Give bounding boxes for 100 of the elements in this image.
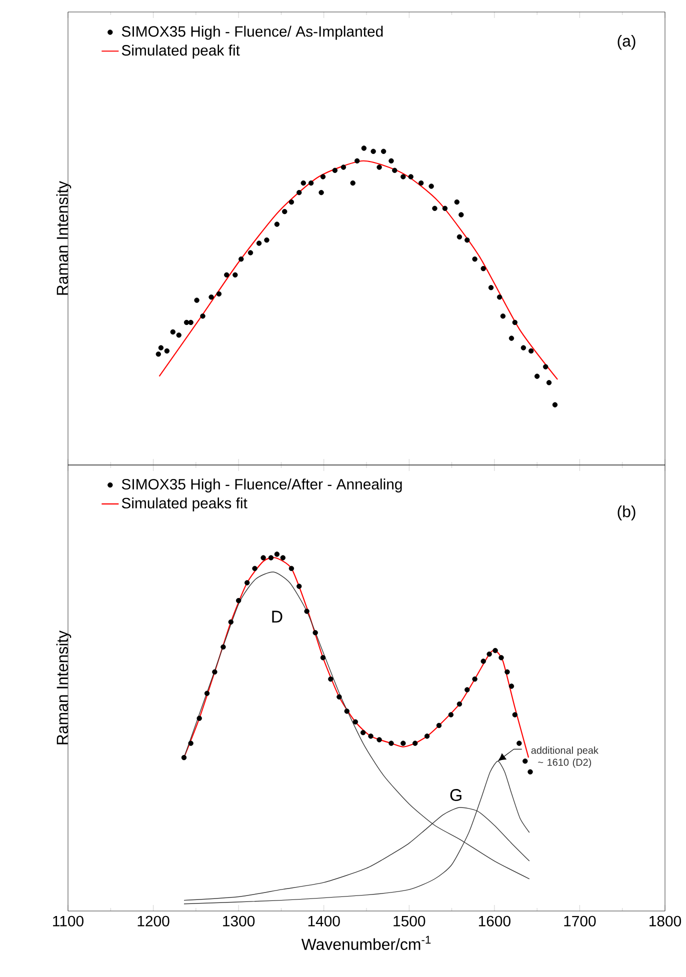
point (516, 740, 522, 746)
point (496, 294, 502, 300)
point (408, 174, 414, 180)
x-tick-label: 1800 (649, 916, 681, 926)
point (340, 164, 346, 170)
point (300, 180, 306, 186)
point (336, 694, 342, 700)
point (512, 712, 518, 718)
point (432, 206, 438, 211)
legend-label: SIMOX35 High - Fluence/After - Annealing (122, 478, 402, 492)
point (320, 174, 326, 180)
x-tick-label: 1300 (222, 916, 254, 926)
point (274, 222, 280, 227)
point (318, 190, 324, 196)
point (344, 708, 350, 714)
text: (b) (618, 506, 636, 520)
point (520, 345, 526, 350)
point (352, 719, 358, 724)
point (400, 174, 406, 180)
point (456, 234, 462, 240)
point (488, 284, 494, 290)
point (164, 348, 170, 354)
point (354, 158, 360, 164)
legend-label: Simulated peak fit (122, 44, 240, 59)
point (508, 336, 514, 341)
point (312, 630, 318, 636)
x-tick-label: 1500 (394, 916, 426, 926)
y-axis-title: Raman Intensity (56, 630, 72, 744)
point (232, 272, 238, 278)
x-tick-label: 1400 (308, 916, 340, 926)
point (288, 566, 294, 572)
point (332, 168, 338, 173)
point (156, 352, 161, 357)
legend-label: Simulated peaks fit (122, 497, 248, 512)
point (534, 374, 540, 379)
point (412, 740, 418, 746)
point (176, 332, 182, 338)
point (464, 237, 470, 243)
point (388, 158, 394, 164)
point (392, 168, 398, 173)
point (480, 658, 486, 664)
point (204, 690, 210, 696)
point (546, 380, 552, 386)
point (264, 237, 270, 243)
point (282, 208, 288, 214)
point (248, 250, 253, 256)
point (368, 734, 374, 739)
point (388, 740, 394, 746)
point (400, 740, 406, 746)
point (504, 669, 510, 675)
point (188, 740, 194, 746)
point (436, 722, 442, 728)
point (448, 712, 454, 718)
x-tick-label: 1200 (138, 916, 170, 926)
point (492, 648, 498, 654)
point (380, 148, 386, 154)
point (376, 737, 382, 742)
point (454, 199, 460, 205)
point (508, 684, 514, 689)
point (224, 272, 230, 278)
point (244, 580, 250, 586)
point (542, 364, 548, 370)
point (181, 754, 186, 760)
point (256, 240, 262, 246)
point (498, 655, 504, 660)
point (512, 320, 518, 326)
point (220, 644, 226, 650)
point (361, 146, 366, 151)
point (212, 669, 218, 675)
point (196, 716, 202, 721)
point (442, 206, 448, 211)
annotation: D (272, 610, 282, 622)
point (252, 566, 258, 572)
point (370, 148, 376, 154)
y-axis-title: Raman Intensity (56, 180, 72, 295)
point (216, 291, 222, 297)
point (418, 180, 424, 186)
point (480, 266, 486, 272)
point (158, 345, 164, 350)
point (170, 329, 176, 335)
point (304, 608, 310, 614)
point (236, 598, 242, 604)
point (268, 555, 274, 560)
legend-label: SIMOX35 High - Fluence/ As-Implanted (122, 26, 383, 40)
point (528, 348, 534, 354)
point (274, 552, 280, 557)
text: (a) (618, 34, 636, 50)
point (500, 314, 506, 319)
point (328, 676, 334, 682)
point (200, 314, 206, 319)
point (296, 190, 302, 196)
point (188, 320, 194, 326)
point (208, 294, 214, 300)
x-axis-title: Wavenumber/cm$^{-1}$ (301, 936, 430, 950)
point (228, 619, 234, 625)
point (486, 652, 492, 657)
point (428, 184, 434, 189)
point (528, 769, 533, 774)
point (280, 555, 286, 560)
point (260, 555, 266, 560)
